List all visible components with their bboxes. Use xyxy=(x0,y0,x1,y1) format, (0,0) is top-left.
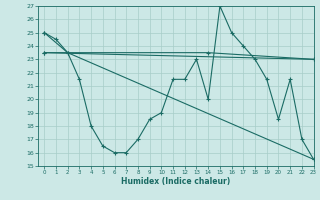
X-axis label: Humidex (Indice chaleur): Humidex (Indice chaleur) xyxy=(121,177,231,186)
